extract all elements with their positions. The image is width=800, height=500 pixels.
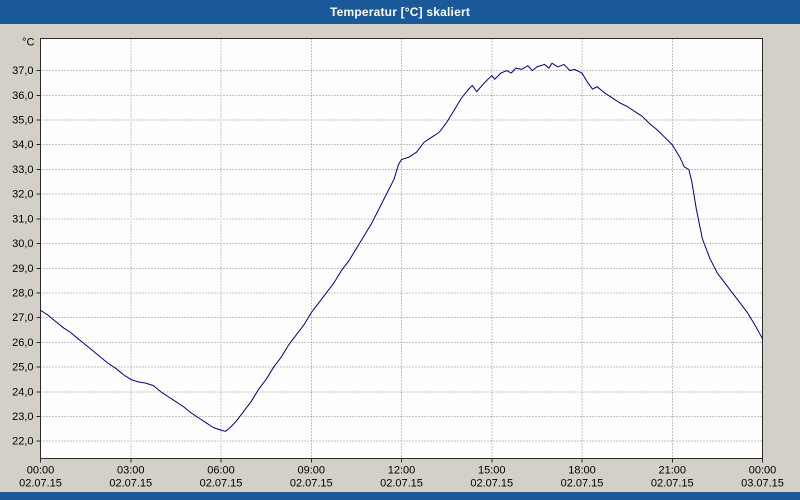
y-tick-label: 33,0 xyxy=(12,164,33,176)
y-tick-label: 35,0 xyxy=(12,115,33,127)
x-tick-time-label: 15:00 xyxy=(478,465,506,477)
x-tick-date-label: 02.07.15 xyxy=(290,478,333,490)
y-tick-label: 34,0 xyxy=(12,139,33,151)
window-titlebar[interactable]: Temperatur [°C] skaliert xyxy=(0,0,800,24)
footer-strip xyxy=(0,492,800,500)
y-tick-label: 26,0 xyxy=(12,337,33,349)
x-tick-time-label: 21:00 xyxy=(658,465,686,477)
y-tick-label: 37,0 xyxy=(12,65,33,77)
x-tick-date-label: 03.07.15 xyxy=(741,478,784,490)
y-tick-label: 27,0 xyxy=(12,312,33,324)
x-tick-time-label: 00:00 xyxy=(27,465,55,477)
x-tick-date-label: 02.07.15 xyxy=(109,478,152,490)
y-tick-label: 24,0 xyxy=(12,386,33,398)
x-tick-date-label: 02.07.15 xyxy=(380,478,423,490)
y-tick-label: 23,0 xyxy=(12,411,33,423)
temperature-series-line xyxy=(40,62,763,432)
y-tick-label: 28,0 xyxy=(12,287,33,299)
x-tick-time-label: 06:00 xyxy=(207,465,235,477)
x-tick-date-label: 02.07.15 xyxy=(200,478,243,490)
x-tick-time-label: 18:00 xyxy=(568,465,596,477)
x-tick-time-label: 03:00 xyxy=(117,465,145,477)
y-tick-label: 22,0 xyxy=(12,436,33,448)
x-tick-time-label: 12:00 xyxy=(388,465,416,477)
chart-area: °C 37,0 36,0 35,0 34,0 33,0 32,0 31,0 30,0 29,0 28… xyxy=(0,24,800,492)
y-tick-label: 30,0 xyxy=(12,238,33,250)
x-tick-date-label: 02.07.15 xyxy=(19,478,62,490)
x-tick-date-label: 02.07.15 xyxy=(470,478,513,490)
y-tick-label: 36,0 xyxy=(12,90,33,102)
x-tick-date-label: 02.07.15 xyxy=(561,478,604,490)
x-tick-time-label: 00:00 xyxy=(749,465,777,477)
x-tick-time-label: 09:00 xyxy=(297,465,325,477)
y-axis-unit-label: °C xyxy=(22,37,34,49)
y-tick-label: 31,0 xyxy=(12,213,33,225)
y-tick-label: 29,0 xyxy=(12,263,33,275)
x-tick-date-label: 02.07.15 xyxy=(651,478,694,490)
temperature-line-chart: °C 37,0 36,0 35,0 34,0 33,0 32,0 31,0 30,0 29,0 28… xyxy=(12,37,784,490)
y-tick-label: 25,0 xyxy=(12,362,33,374)
y-tick-label: 32,0 xyxy=(12,189,33,201)
window-title: Temperatur [°C] skaliert xyxy=(329,5,471,19)
